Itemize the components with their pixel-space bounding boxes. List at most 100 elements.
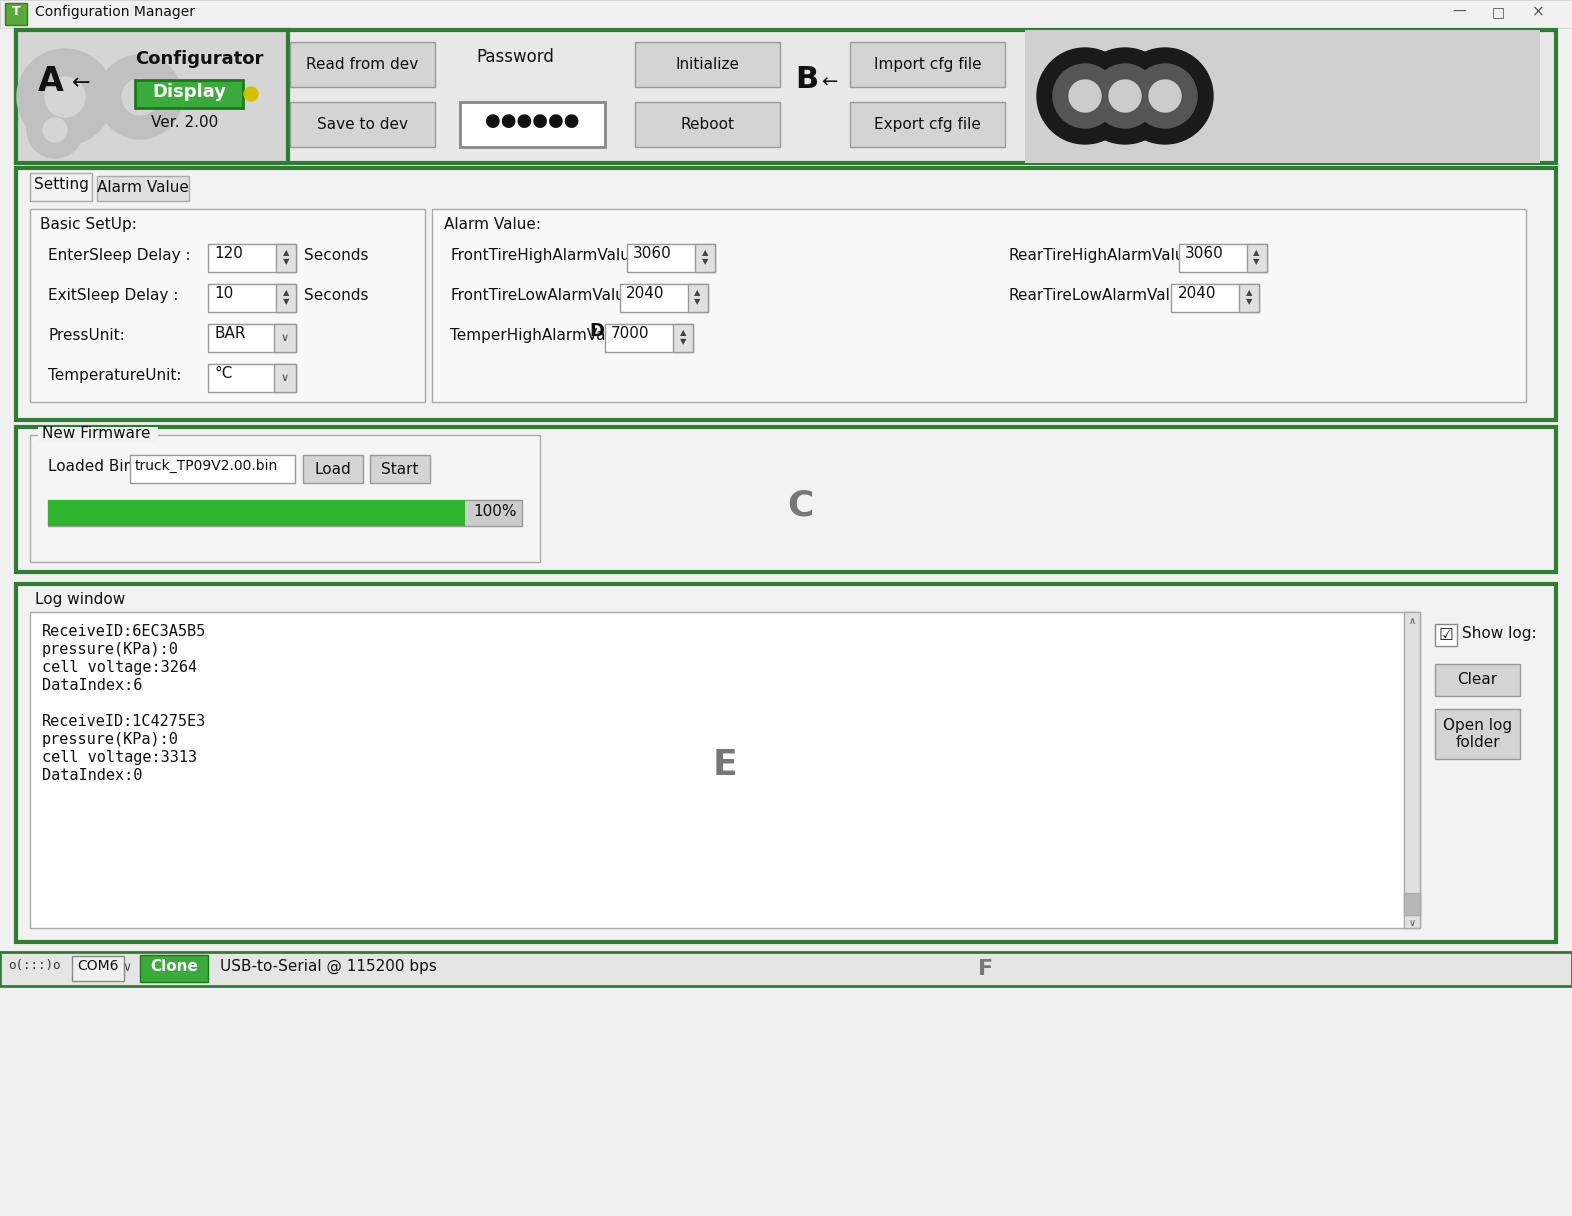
Bar — [208, 323, 296, 351]
Text: Open log
folder: Open log folder — [1443, 717, 1512, 750]
Circle shape — [1077, 47, 1173, 143]
Text: Basic SetUp:: Basic SetUp: — [39, 216, 137, 232]
Text: ☑: ☑ — [1438, 626, 1454, 644]
Text: TemperatureUnit:: TemperatureUnit: — [49, 368, 181, 383]
Text: BAR: BAR — [214, 326, 245, 340]
Text: □: □ — [1492, 5, 1504, 19]
Text: pressure(KPa):0: pressure(KPa):0 — [42, 732, 179, 747]
Bar — [277, 285, 296, 313]
Text: ●●●●●●: ●●●●●● — [484, 112, 578, 130]
Bar — [5, 2, 27, 26]
Bar — [208, 285, 296, 313]
Bar — [1404, 612, 1420, 928]
Text: ←: ← — [821, 73, 838, 92]
Text: ▲: ▲ — [1253, 248, 1259, 258]
Text: ×: × — [1533, 5, 1545, 19]
Text: Seconds: Seconds — [303, 288, 368, 303]
Text: ▲: ▲ — [701, 248, 707, 258]
Text: —: — — [1453, 5, 1465, 19]
Text: Alarm Value:: Alarm Value: — [443, 216, 541, 232]
Circle shape — [1038, 47, 1133, 143]
Bar — [619, 285, 707, 313]
Text: EnterSleep Delay :: EnterSleep Delay : — [49, 248, 190, 263]
Text: 100%: 100% — [473, 503, 517, 519]
Bar — [1171, 285, 1259, 313]
Bar — [303, 455, 363, 483]
Text: D: D — [590, 322, 604, 340]
Text: T: T — [11, 5, 20, 18]
Text: ▲: ▲ — [695, 288, 701, 298]
Bar — [38, 427, 159, 443]
Circle shape — [17, 49, 113, 145]
Bar — [695, 244, 715, 272]
Text: ▼: ▼ — [701, 258, 707, 266]
Text: Show log:: Show log: — [1462, 626, 1536, 641]
Bar — [16, 30, 288, 163]
Bar — [140, 955, 208, 983]
Circle shape — [244, 88, 258, 101]
Text: ReceiveID:6EC3A5B5: ReceiveID:6EC3A5B5 — [42, 624, 206, 638]
Text: Load: Load — [314, 462, 352, 477]
Bar — [0, 0, 1572, 28]
Text: ∨: ∨ — [123, 961, 132, 974]
Text: Reboot: Reboot — [681, 117, 734, 133]
Text: Alarm Value: Alarm Value — [97, 180, 189, 195]
Circle shape — [1149, 80, 1181, 112]
Circle shape — [1053, 64, 1118, 128]
Text: Start: Start — [382, 462, 418, 477]
Bar — [850, 102, 1005, 147]
Bar — [627, 244, 715, 272]
Text: 3060: 3060 — [634, 246, 671, 261]
Text: DataIndex:0: DataIndex:0 — [42, 769, 143, 783]
Text: ReceiveID:1C4275E3: ReceiveID:1C4275E3 — [42, 714, 206, 730]
Bar — [30, 612, 1420, 928]
Circle shape — [97, 55, 182, 139]
Text: pressure(KPa):0: pressure(KPa):0 — [42, 642, 179, 657]
Text: Initialize: Initialize — [676, 57, 739, 72]
Text: Loaded Bin:: Loaded Bin: — [49, 458, 138, 474]
Text: ▲: ▲ — [283, 248, 289, 258]
Bar — [432, 209, 1526, 402]
Circle shape — [27, 102, 83, 158]
Circle shape — [1108, 80, 1141, 112]
Text: ▼: ▼ — [681, 338, 687, 347]
Bar — [130, 455, 296, 483]
Bar — [1435, 709, 1520, 759]
Bar — [635, 43, 780, 88]
Text: 7000: 7000 — [612, 326, 649, 340]
Text: ▼: ▼ — [695, 298, 701, 306]
Circle shape — [42, 118, 68, 142]
Bar — [16, 584, 1556, 942]
Bar — [1025, 30, 1541, 163]
Text: truck_TP09V2.00.bin: truck_TP09V2.00.bin — [135, 458, 278, 473]
Text: COM6: COM6 — [77, 959, 119, 973]
Text: 2040: 2040 — [626, 286, 663, 302]
Text: 120: 120 — [214, 246, 244, 261]
Bar — [1179, 244, 1267, 272]
Bar — [274, 364, 296, 392]
Bar — [1239, 285, 1259, 313]
Text: 3060: 3060 — [1185, 246, 1223, 261]
Text: TemperHighAlarmValue:: TemperHighAlarmValue: — [450, 328, 634, 343]
Bar — [208, 364, 296, 392]
Text: ▼: ▼ — [1253, 258, 1259, 266]
Text: Read from dev: Read from dev — [307, 57, 418, 72]
Text: FrontTireHighAlarmValue:: FrontTireHighAlarmValue: — [450, 248, 645, 263]
Text: Log window: Log window — [35, 592, 126, 607]
Text: C: C — [788, 489, 813, 523]
Text: FrontTireLowAlarmValue:: FrontTireLowAlarmValue: — [450, 288, 640, 303]
Text: F: F — [978, 959, 994, 979]
Text: ▲: ▲ — [283, 288, 289, 298]
Bar — [461, 102, 605, 147]
Text: cell voltage:3264: cell voltage:3264 — [42, 660, 196, 675]
Text: Clear: Clear — [1457, 672, 1498, 687]
Text: Configurator: Configurator — [135, 50, 264, 68]
Text: Ver. 2.00: Ver. 2.00 — [151, 116, 219, 130]
Bar — [635, 102, 780, 147]
Text: RearTireLowAlarmValue:: RearTireLowAlarmValue: — [1009, 288, 1195, 303]
Bar — [30, 435, 541, 562]
Text: ▼: ▼ — [283, 258, 289, 266]
Bar — [369, 455, 431, 483]
Bar — [97, 176, 189, 201]
Bar — [16, 30, 1556, 163]
